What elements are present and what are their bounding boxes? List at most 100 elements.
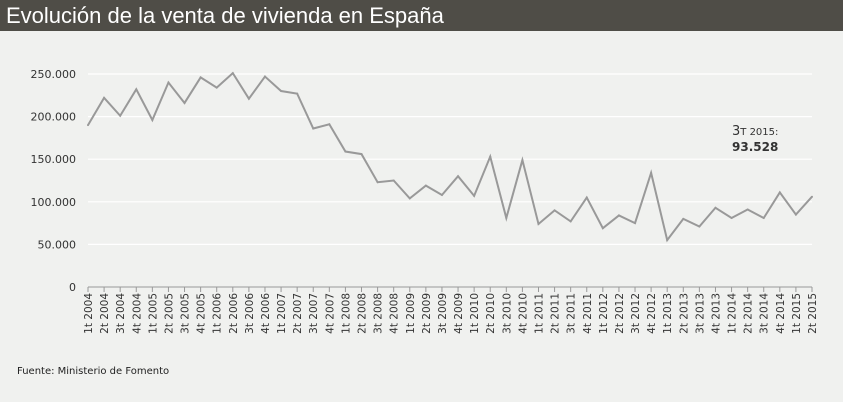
data-point xyxy=(650,171,653,174)
data-point xyxy=(103,96,106,99)
x-tick-label: 4t 2013 xyxy=(710,293,722,334)
x-tick-label: 1t 2005 xyxy=(147,293,159,334)
x-tick-label: 3t 2007 xyxy=(308,293,320,334)
data-point xyxy=(280,90,283,93)
x-tick-label: 1t 2006 xyxy=(212,293,224,334)
data-point xyxy=(505,216,508,219)
y-tick-label: 250.000 xyxy=(31,68,77,81)
data-point xyxy=(778,191,781,194)
data-point xyxy=(263,75,266,78)
x-tick-label: 1t 2011 xyxy=(533,293,545,334)
x-tick-label: 4t 2010 xyxy=(517,293,529,334)
source-note: Fuente: Ministerio de Fomento xyxy=(17,366,170,377)
y-tick-label: 50.000 xyxy=(38,238,77,251)
data-point xyxy=(537,222,540,225)
x-tick-label: 1t 2012 xyxy=(598,293,610,334)
data-point xyxy=(360,153,363,156)
data-point xyxy=(424,184,427,187)
x-tick-label: 3t 2004 xyxy=(115,293,127,334)
data-point xyxy=(666,239,669,242)
data-point xyxy=(151,119,154,122)
x-tick-label: 4t 2012 xyxy=(646,293,658,334)
data-point xyxy=(247,97,250,100)
x-tick-label: 2t 2015 xyxy=(807,293,819,334)
x-tick-label: 2t 2013 xyxy=(678,293,690,334)
data-point xyxy=(231,72,234,75)
data-point xyxy=(601,227,604,230)
y-tick-label: 0 xyxy=(69,281,76,294)
x-tick-label: 2t 2010 xyxy=(485,293,497,334)
x-tick-label: 4t 2005 xyxy=(196,293,208,334)
data-point xyxy=(473,194,476,197)
data-point xyxy=(344,150,347,153)
data-point xyxy=(569,220,572,223)
last-value-annotation: 3T 2015: 93.528 xyxy=(732,125,778,156)
x-tick-label: 4t 2011 xyxy=(582,293,594,334)
x-tick-label: 1t 2010 xyxy=(469,293,481,334)
x-tick-label: 3t 2006 xyxy=(244,293,256,334)
data-point xyxy=(617,214,620,217)
data-point xyxy=(376,181,379,184)
data-point xyxy=(183,101,186,104)
x-tick-label: 2t 2011 xyxy=(550,293,562,334)
data-point xyxy=(521,159,524,162)
x-tick-label: 4t 2004 xyxy=(131,293,143,334)
x-tick-label: 3t 2011 xyxy=(566,293,578,334)
x-tick-label: 2t 2008 xyxy=(357,293,369,334)
x-tick-label: 3t 2012 xyxy=(630,293,642,334)
data-point xyxy=(730,216,733,219)
data-point xyxy=(312,127,315,130)
data-point xyxy=(215,86,218,89)
x-tick-label: 3t 2005 xyxy=(180,293,192,334)
data-point xyxy=(392,179,395,182)
x-tick-label: 2t 2009 xyxy=(421,293,433,334)
x-tick-label: 3t 2009 xyxy=(437,293,449,334)
x-tick-label: 1t 2007 xyxy=(276,293,288,334)
title-bar: Evolución de la venta de vivienda en Esp… xyxy=(0,0,843,31)
annotation-period-num: 3 xyxy=(732,124,741,139)
x-tick-label: 4t 2007 xyxy=(324,293,336,334)
y-tick-label: 200.000 xyxy=(31,111,77,124)
data-point xyxy=(135,88,138,91)
chart-title: Evolución de la venta de vivienda en Esp… xyxy=(6,3,444,28)
data-point xyxy=(811,195,813,198)
data-point xyxy=(328,123,331,126)
x-tick-label: 3t 2014 xyxy=(759,293,771,334)
series-line xyxy=(87,71,813,243)
annotation-value: 93.528 xyxy=(732,140,779,154)
y-tick-label: 100.000 xyxy=(31,196,77,209)
annotation-period: T 2015: xyxy=(740,127,779,138)
x-tick-label: 1t 2008 xyxy=(340,293,352,334)
data-point xyxy=(746,208,749,211)
x-tick-label: 4t 2009 xyxy=(453,293,465,334)
x-tick-label: 4t 2008 xyxy=(389,293,401,334)
x-tick-label: 3t 2013 xyxy=(694,293,706,334)
x-tick-label: 1t 2009 xyxy=(405,293,417,334)
data-point xyxy=(457,175,460,178)
y-tick-label: 150.000 xyxy=(31,153,77,166)
x-tick-label: 2t 2014 xyxy=(743,293,755,334)
data-point xyxy=(167,81,170,84)
x-tick-label: 4t 2006 xyxy=(260,293,272,334)
x-tick-label: 2t 2006 xyxy=(228,293,240,334)
data-point xyxy=(682,217,685,220)
x-tick-label: 3t 2010 xyxy=(501,293,513,334)
x-tick-label: 1t 2004 xyxy=(83,293,95,334)
x-tick-label: 1t 2014 xyxy=(727,293,739,334)
x-tick-label: 1t 2015 xyxy=(791,293,803,334)
x-tick-label: 2t 2012 xyxy=(614,293,626,334)
data-point xyxy=(698,225,701,228)
x-tick-label: 4t 2014 xyxy=(775,293,787,334)
data-point xyxy=(119,114,122,117)
data-point xyxy=(762,216,765,219)
data-point xyxy=(489,155,492,158)
data-point xyxy=(296,92,299,95)
x-tick-label: 1t 2013 xyxy=(662,293,674,334)
data-point xyxy=(87,124,89,127)
data-point xyxy=(408,197,411,200)
data-point xyxy=(553,209,556,212)
x-tick-label: 2t 2005 xyxy=(163,293,175,334)
data-point xyxy=(199,76,202,79)
data-point xyxy=(440,193,443,196)
